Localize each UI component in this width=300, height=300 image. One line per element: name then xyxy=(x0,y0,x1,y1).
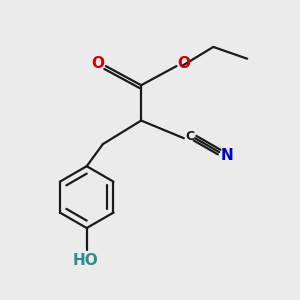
Text: N: N xyxy=(221,148,233,163)
Text: O: O xyxy=(91,56,104,70)
Text: C: C xyxy=(185,130,194,143)
Text: HO: HO xyxy=(72,253,98,268)
Text: O: O xyxy=(177,56,190,70)
